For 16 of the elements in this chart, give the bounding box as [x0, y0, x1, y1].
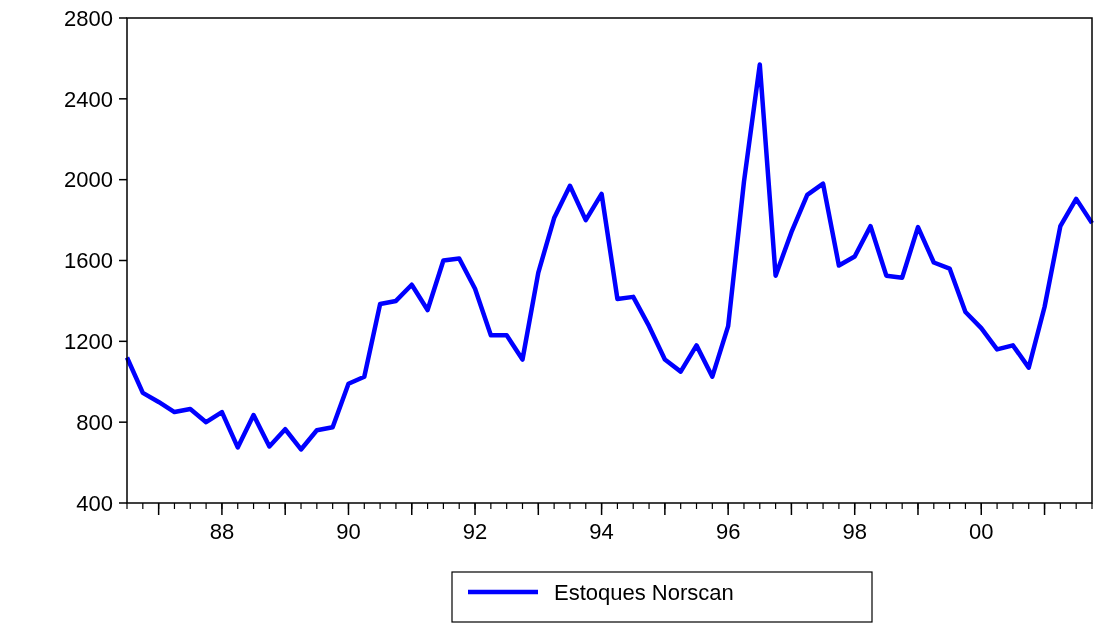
x-tick-label: 98	[842, 519, 867, 544]
x-tick-label: 90	[336, 519, 361, 544]
y-tick-label: 1200	[64, 329, 113, 355]
y-tick-label: 2400	[64, 86, 113, 112]
line-series	[124, 62, 1095, 452]
y-tick-label: 2000	[64, 167, 113, 193]
x-tick-label: 88	[209, 519, 235, 544]
y-tick-label: 800	[76, 409, 113, 435]
x-tick-label: 94	[589, 519, 614, 544]
y-tick-label: 2800	[64, 5, 113, 31]
legend-label: Estoques Norscan	[554, 579, 734, 605]
x-tick-label: 00	[969, 519, 994, 544]
y-tick-label: 1600	[64, 248, 113, 274]
x-tick-label: 92	[462, 519, 488, 544]
x-tick-label: 96	[715, 519, 741, 544]
y-tick-label: 400	[76, 490, 113, 516]
